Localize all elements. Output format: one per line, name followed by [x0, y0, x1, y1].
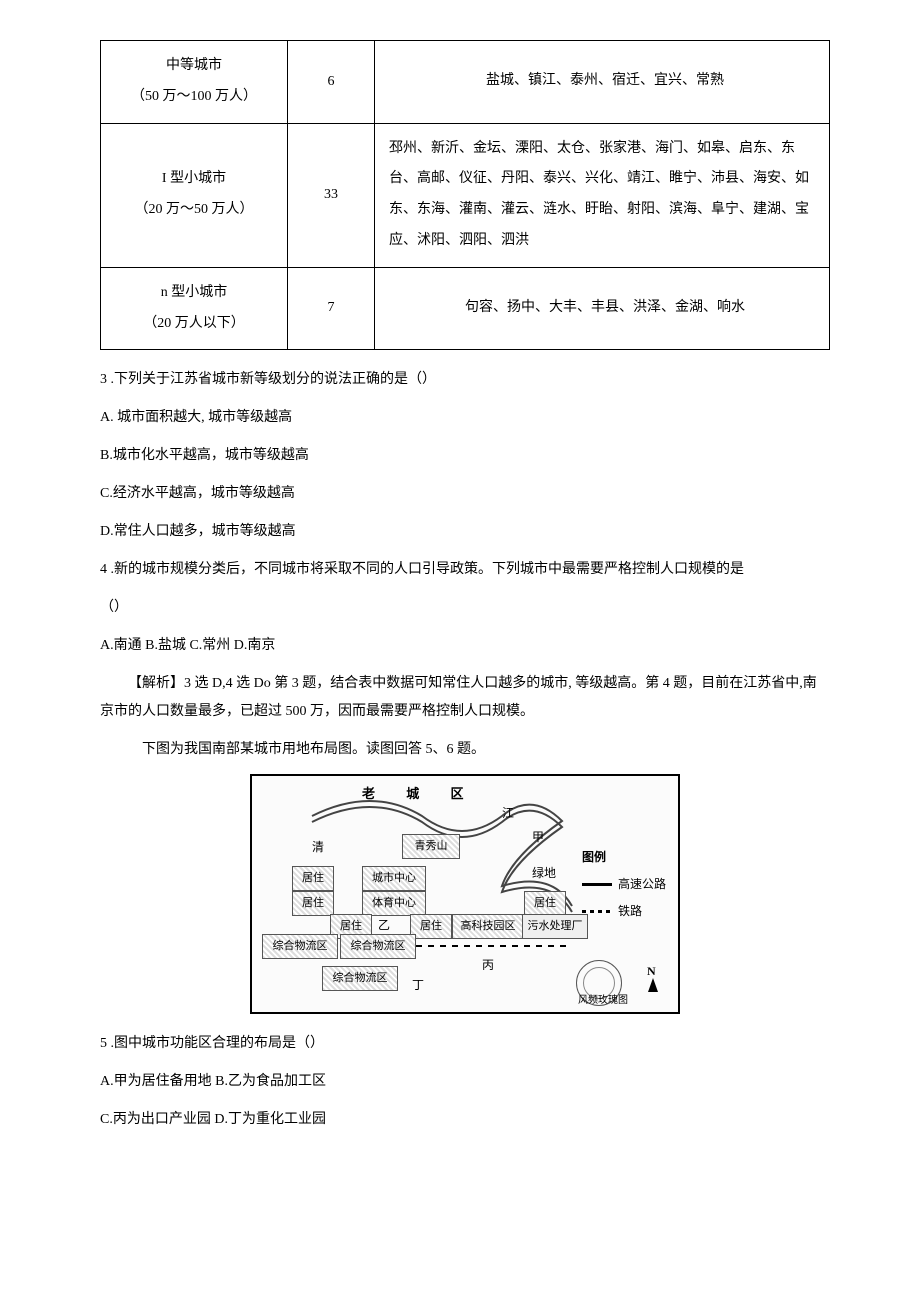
- legend-row-rail: 铁路: [582, 900, 672, 923]
- count-cell: 7: [288, 267, 375, 350]
- area-text: 体育中心: [372, 897, 416, 909]
- q5-opts-line2: C.丙为出口产业园 D.丁为重化工业园: [100, 1106, 830, 1134]
- area-text: 居住: [420, 920, 442, 932]
- area-text: 居住: [302, 872, 324, 884]
- tier-name-cell: I 型小城市 （20 万～50 万人）: [101, 123, 288, 267]
- greenland-label: 绿地: [532, 862, 556, 885]
- count-val: 6: [328, 74, 335, 89]
- legend-row-highway: 高速公路: [582, 873, 672, 896]
- q3-opt-b: B.城市化水平越高，城市等级越高: [100, 442, 830, 470]
- table-row: 中等城市 （50 万～100 万人） 6 盐城、镇江、泰州、宿迁、宜兴、常熟: [101, 41, 830, 124]
- area-label-jia: 甲: [532, 826, 544, 849]
- cities-cell: 盐城、镇江、泰州、宿迁、宜兴、常熟: [375, 41, 830, 124]
- figure-intro: 下图为我国南部某城市用地布局图。读图回答 5、6 题。: [100, 736, 830, 764]
- legend-title: 图例: [582, 846, 672, 869]
- river-label-qing: 清: [312, 836, 324, 859]
- highway-line-icon: [582, 883, 612, 886]
- page: 中等城市 （50 万～100 万人） 6 盐城、镇江、泰州、宿迁、宜兴、常熟 I…: [0, 0, 920, 1303]
- rail-line-icon: [582, 910, 612, 913]
- tier-name-cell: n 型小城市 （20 万人以下）: [101, 267, 288, 350]
- count-cell: 33: [288, 123, 375, 267]
- tier-pop: （20 万人以下）: [143, 316, 245, 331]
- cities-text: 句容、扬中、大丰、丰县、洪泽、金湖、响水: [465, 300, 745, 315]
- mountain-label: 青秀山: [402, 834, 460, 859]
- area-residential: 居住: [292, 891, 334, 916]
- tier-name: n 型小城市: [161, 285, 228, 300]
- area-text: 居住: [340, 920, 362, 932]
- area-residential: 居住: [410, 914, 452, 939]
- figure-wrap: 老 城 区 清 江 甲 青秀山 绿地 城市中心 体育中心 居住 居住 居住 居住…: [100, 774, 830, 1014]
- city-tier-table: 中等城市 （50 万～100 万人） 6 盐城、镇江、泰州、宿迁、宜兴、常熟 I…: [100, 40, 830, 350]
- table-row: I 型小城市 （20 万～50 万人） 33 邳州、新沂、金坛、溧阳、太仓、张家…: [101, 123, 830, 267]
- table-row: n 型小城市 （20 万人以下） 7 句容、扬中、大丰、丰县、洪泽、金湖、响水: [101, 267, 830, 350]
- area-text: 高科技园区: [461, 920, 516, 932]
- q3-stem: 3 .下列关于江苏省城市新等级划分的说法正确的是（）: [100, 366, 830, 394]
- tier-name-cell: 中等城市 （50 万～100 万人）: [101, 41, 288, 124]
- map-legend: 图例 高速公路 铁路: [582, 846, 672, 926]
- area-techpark: 高科技园区: [452, 914, 524, 939]
- area-logistics: 综合物流区: [340, 934, 416, 959]
- legend-label: 铁路: [618, 900, 642, 923]
- cities-cell: 邳州、新沂、金坛、溧阳、太仓、张家港、海门、如皋、启东、东台、高邮、仪征、丹阳、…: [375, 123, 830, 267]
- area-text: 综合物流区: [273, 940, 328, 952]
- city-layout-map: 老 城 区 清 江 甲 青秀山 绿地 城市中心 体育中心 居住 居住 居住 居住…: [250, 774, 680, 1014]
- area-text: 综合物流区: [351, 940, 406, 952]
- q4-stem: 4 .新的城市规模分类后，不同城市将采取不同的人口引导政策。下列城市中最需要严格…: [100, 556, 830, 584]
- tier-pop: （20 万～50 万人）: [135, 202, 254, 217]
- river-label-jiang: 江: [502, 802, 514, 825]
- count-cell: 6: [288, 41, 375, 124]
- q3-opt-c: C.经济水平越高，城市等级越高: [100, 480, 830, 508]
- tier-pop: （50 万～100 万人）: [131, 89, 257, 104]
- tier-name: 中等城市: [166, 58, 222, 73]
- area-residential: 居住: [524, 891, 566, 916]
- q3-opt-a: A. 城市面积越大, 城市等级越高: [100, 404, 830, 432]
- cities-cell: 句容、扬中、大丰、丰县、洪泽、金湖、响水: [375, 267, 830, 350]
- area-text: 污水处理厂: [528, 920, 583, 932]
- q4-paren: （）: [100, 594, 830, 622]
- legend-label: 高速公路: [618, 873, 666, 896]
- compass-icon: N: [640, 964, 666, 1004]
- area-city-center: 城市中心: [362, 866, 426, 891]
- area-residential: 居住: [292, 866, 334, 891]
- cities-text: 盐城、镇江、泰州、宿迁、宜兴、常熟: [486, 73, 724, 88]
- area-logistics: 综合物流区: [322, 966, 398, 991]
- analysis-text: 【解析】3 选 D,4 选 Do 第 3 题，结合表中数据可知常住人口越多的城市…: [100, 670, 830, 726]
- area-text: 居住: [534, 897, 556, 909]
- cities-text: 邳州、新沂、金坛、溧阳、太仓、张家港、海门、如皋、启东、东台、高邮、仪征、丹阳、…: [389, 141, 809, 248]
- area-logistics: 综合物流区: [262, 934, 338, 959]
- area-sewage: 污水处理厂: [522, 914, 588, 939]
- area-sports: 体育中心: [362, 891, 426, 916]
- tier-name: I 型小城市: [162, 171, 226, 186]
- area-text: 综合物流区: [333, 972, 388, 984]
- q5-opts-line1: A.甲为居住备用地 B.乙为食品加工区: [100, 1068, 830, 1096]
- wind-rose-label: 风频玫瑰图: [578, 991, 628, 1010]
- mountain-text: 青秀山: [415, 840, 448, 852]
- q3-opt-d: D.常住人口越多，城市等级越高: [100, 518, 830, 546]
- count-val: 7: [328, 300, 335, 315]
- area-text: 城市中心: [372, 872, 416, 884]
- q5-stem: 5 .图中城市功能区合理的布局是（）: [100, 1030, 830, 1058]
- count-val: 33: [324, 187, 338, 202]
- q4-options: A.南通 B.盐城 C.常州 D.南京: [100, 632, 830, 660]
- area-text: 居住: [302, 897, 324, 909]
- arrow-up-icon: [648, 978, 658, 992]
- area-label-ding: 丁: [412, 974, 424, 997]
- area-label-bing: 丙: [482, 954, 494, 977]
